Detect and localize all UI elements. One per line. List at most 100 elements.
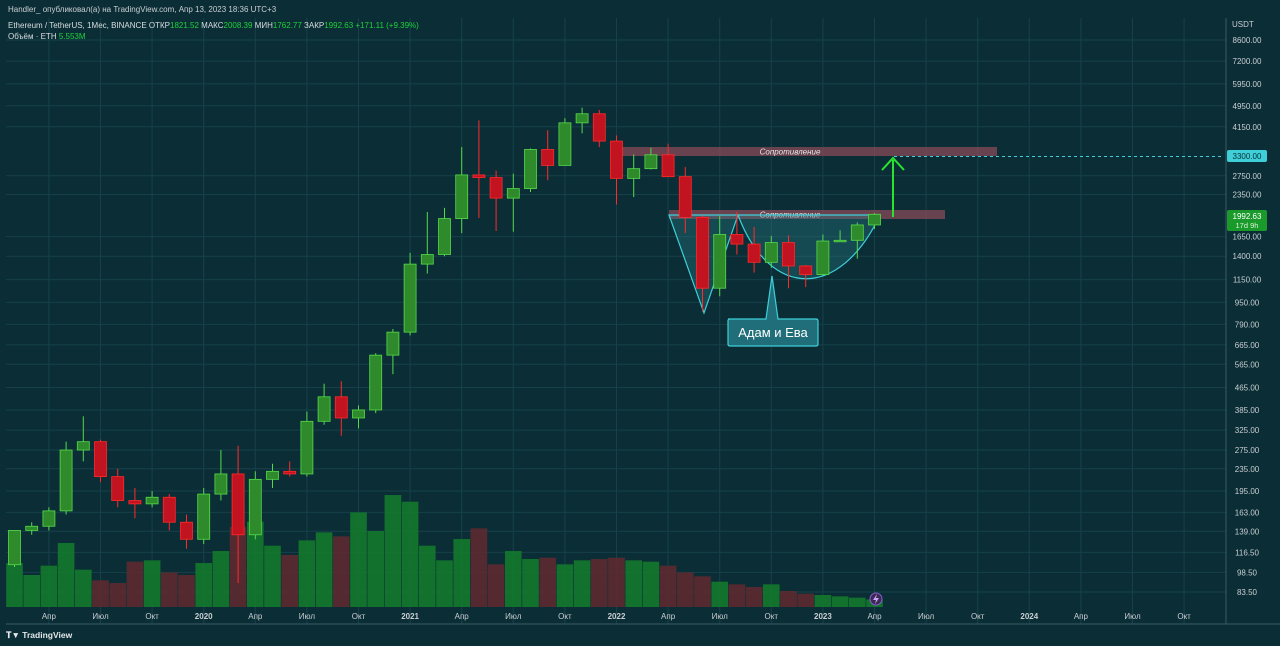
candle[interactable]: [489, 170, 503, 231]
time-tick-label: 2020: [195, 612, 213, 621]
candle[interactable]: [369, 353, 383, 414]
candle[interactable]: [214, 450, 228, 501]
candle[interactable]: [231, 445, 245, 584]
candle[interactable]: [747, 226, 761, 273]
candle[interactable]: [524, 148, 537, 193]
candle[interactable]: [128, 487, 142, 519]
candle[interactable]: [76, 416, 90, 462]
candle-body: [283, 470, 297, 475]
candle[interactable]: [713, 216, 727, 297]
volume-bar: [591, 559, 608, 607]
resistance-zone-upper[interactable]: [621, 147, 997, 156]
candle[interactable]: [180, 514, 193, 549]
candle[interactable]: [799, 265, 813, 288]
candle-body: [730, 234, 744, 245]
candle[interactable]: [627, 154, 641, 198]
volume-bar: [659, 565, 677, 607]
candle-body: [747, 243, 761, 263]
volume-bar: [625, 560, 642, 607]
price-tick-label: 4150.00: [1233, 123, 1262, 132]
candle[interactable]: [42, 507, 56, 531]
candle[interactable]: [197, 487, 211, 544]
candle[interactable]: [575, 107, 589, 134]
volume-bar: [401, 501, 419, 607]
volume-bar: [126, 561, 144, 607]
pattern-label: Адам и Ева: [738, 325, 808, 340]
candle[interactable]: [334, 381, 348, 436]
current-price-badge: 1992.63 17d 9h: [1227, 210, 1267, 231]
volume-label[interactable]: Объём · ETH: [8, 32, 57, 41]
price-tick-label: 235.00: [1235, 465, 1260, 474]
candle[interactable]: [94, 439, 107, 483]
symbol-name[interactable]: Ethereum / TetherUS, 1Мес, BINANCE: [8, 21, 147, 30]
candle-body: [506, 188, 520, 199]
candle[interactable]: [678, 167, 692, 234]
candle[interactable]: [661, 143, 675, 178]
candle[interactable]: [317, 383, 331, 425]
price-axis[interactable]: 83.50 98.50 116.50 139.00 163.00 195.00 235.00…: [1233, 36, 1262, 597]
volume-bar: [419, 545, 436, 607]
candle[interactable]: [868, 213, 881, 229]
indicator-button[interactable]: [869, 592, 883, 606]
volume-bar: [264, 545, 281, 607]
candle[interactable]: [730, 211, 744, 255]
candle[interactable]: [386, 328, 400, 375]
candle[interactable]: [403, 252, 417, 336]
candle[interactable]: [25, 522, 39, 535]
candle[interactable]: [644, 147, 658, 170]
candle[interactable]: [438, 207, 451, 257]
price-tick-label: 325.00: [1235, 426, 1260, 435]
high-value: 2008.39: [223, 21, 253, 30]
tradingview-logo[interactable]: 𝐓▼ TradingView: [6, 630, 72, 641]
candle[interactable]: [145, 490, 159, 508]
candle[interactable]: [696, 215, 709, 312]
candle[interactable]: [816, 234, 830, 276]
candle[interactable]: [592, 109, 606, 148]
candle[interactable]: [541, 130, 555, 181]
candle[interactable]: [266, 463, 279, 488]
candle[interactable]: [420, 211, 434, 274]
volume-bar: [109, 583, 126, 607]
candle[interactable]: [59, 441, 73, 515]
volume-bar: [573, 560, 591, 607]
volume-bars: [6, 495, 883, 607]
close-label: ЗАКР: [304, 21, 325, 30]
candle-body: [420, 254, 434, 265]
candle[interactable]: [610, 135, 623, 205]
volume-bar: [487, 564, 505, 607]
candle[interactable]: [472, 120, 486, 218]
volume-bar: [539, 557, 556, 607]
candle[interactable]: [300, 411, 314, 477]
candle[interactable]: [283, 461, 297, 477]
currency-label: USDT: [1232, 20, 1254, 29]
candle[interactable]: [558, 118, 572, 166]
candle[interactable]: [8, 530, 21, 568]
candle-body: [455, 174, 469, 219]
candle[interactable]: [506, 173, 520, 232]
candle-body: [575, 113, 589, 124]
candle[interactable]: [248, 471, 262, 540]
candle[interactable]: [850, 222, 864, 259]
candle[interactable]: [833, 230, 847, 243]
candle[interactable]: [111, 468, 125, 508]
open-value: 1821.52: [170, 21, 199, 30]
time-tick-label: Апр: [42, 612, 57, 621]
target-price-badge: 3300.00: [1227, 150, 1267, 162]
candle[interactable]: [782, 235, 795, 289]
volume-bar: [315, 532, 333, 607]
grid-lines: [6, 18, 1226, 624]
time-axis[interactable]: Апр Июл Окт 2020 Апр Июл Окт 2021 Апр Июл Окт 2022 А…: [42, 612, 1191, 621]
candle[interactable]: [764, 235, 778, 268]
price-tick-label: 195.00: [1235, 487, 1260, 496]
candle-body: [197, 493, 211, 540]
pattern-callout[interactable]: Адам и Ева: [727, 275, 819, 347]
candle[interactable]: [162, 494, 176, 531]
time-tick-label: Окт: [1177, 612, 1191, 621]
change-value: +171.11 (+9.39%): [355, 21, 419, 30]
candle[interactable]: [352, 405, 365, 429]
candle-body: [438, 218, 451, 255]
candle[interactable]: [455, 147, 469, 234]
volume-bar: [367, 531, 384, 607]
candle-body: [334, 396, 348, 419]
